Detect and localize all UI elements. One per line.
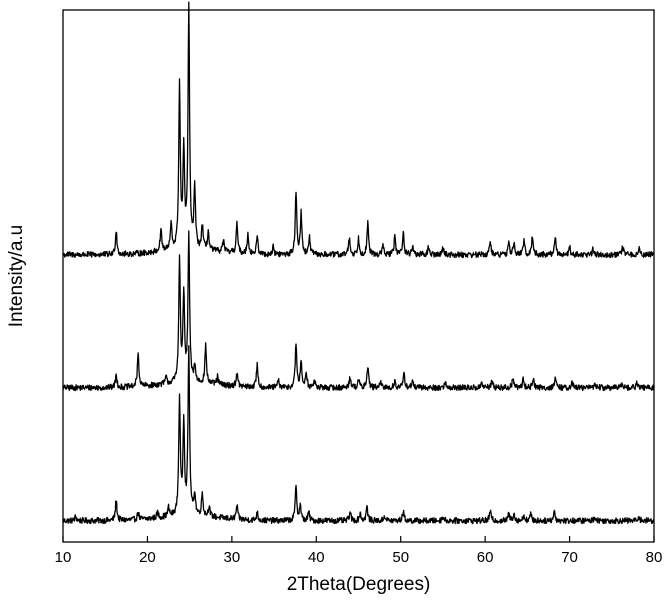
xrd-series-line-3	[63, 2, 654, 257]
x-ticks: 10 20 30 40 50 60 70 80	[55, 536, 663, 566]
x-axis-label: 2Theta(Degrees)	[287, 574, 431, 595]
x-tick-label-80: 80	[646, 549, 663, 566]
x-tick-label-10: 10	[55, 549, 72, 566]
xrd-series-line-1	[63, 346, 654, 524]
x-tick-label-40: 40	[308, 549, 325, 566]
plot-frame	[63, 10, 654, 542]
x-tick-label-30: 30	[224, 549, 241, 566]
x-tick-label-50: 50	[392, 549, 409, 566]
x-tick-label-20: 20	[139, 549, 156, 566]
series-layer	[63, 2, 654, 523]
y-axis-label: Intensity/a.u	[6, 225, 27, 327]
x-tick-label-60: 60	[477, 549, 494, 566]
x-tick-label-70: 70	[561, 549, 578, 566]
